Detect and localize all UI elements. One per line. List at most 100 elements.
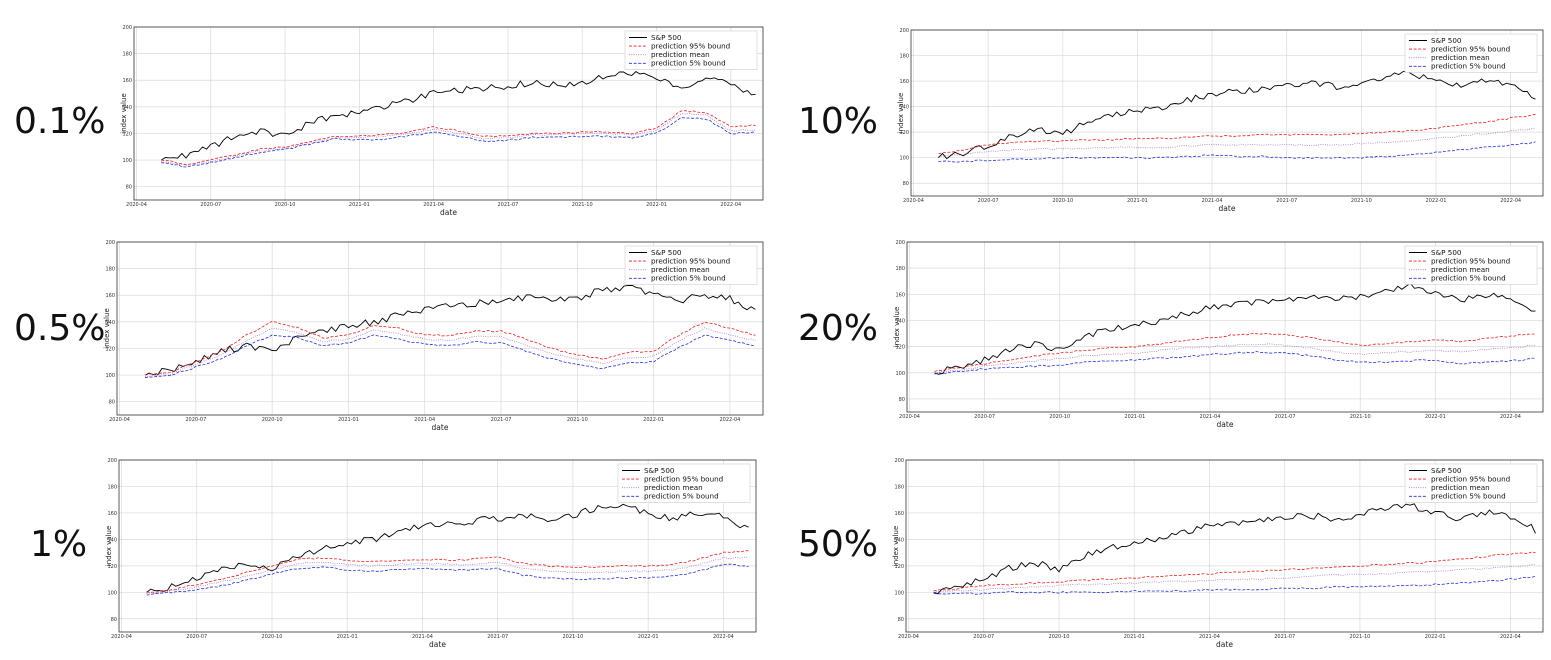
y-tick-label: 200 [895, 240, 905, 246]
y-tick-label: 80 [898, 617, 904, 623]
y-tick-label: 200 [899, 28, 909, 34]
x-tick-label: 2021-10 [572, 202, 593, 208]
x-tick-label: 2021-10 [567, 417, 588, 423]
x-tick-label: 2020-10 [262, 417, 283, 423]
legend-box [624, 30, 758, 70]
x-tick-label: 2020-07 [974, 414, 995, 420]
legend-label: prediction 5% bound [1431, 274, 1506, 283]
y-tick-label: 160 [899, 79, 909, 85]
x-axis-label: date [432, 423, 449, 432]
series-line [146, 503, 749, 593]
x-tick-label: 2022-04 [713, 634, 734, 640]
y-tick-label: 200 [107, 458, 117, 464]
y-tick-label: 180 [122, 52, 132, 58]
legend-label: prediction 95% bound [651, 42, 730, 51]
y-tick-label: 160 [895, 292, 905, 298]
x-tick-label: 2020-04 [898, 634, 919, 640]
x-tick-label: 2020-04 [126, 202, 147, 208]
panel-label: 1% [30, 524, 88, 565]
legend-label: prediction mean [644, 483, 703, 492]
series-line [938, 113, 1536, 155]
x-tick-label: 2021-07 [1275, 414, 1296, 420]
series-line [934, 343, 1536, 374]
y-tick-label: 160 [105, 293, 115, 299]
y-axis-label: index value [105, 526, 113, 567]
y-tick-label: 140 [122, 105, 132, 111]
x-tick-label: 2022-01 [1425, 414, 1446, 420]
x-tick-label: 2020-07 [973, 634, 994, 640]
x-axis-label: date [440, 208, 457, 217]
legend-label: prediction 5% bound [1431, 492, 1506, 501]
plot-frame [116, 241, 764, 416]
x-tick-label: 2020-10 [1052, 198, 1073, 204]
x-tick-label: 2021-07 [1276, 198, 1297, 204]
x-tick-label: 2022-01 [1426, 198, 1447, 204]
y-tick-label: 80 [903, 181, 909, 187]
x-tick-label: 2021-01 [337, 634, 358, 640]
y-axis-label: index value [103, 308, 111, 349]
x-tick-label: 2021-01 [349, 202, 370, 208]
x-tick-label: 2022-04 [720, 202, 741, 208]
chart-3: 80 100 120 140 160 180 200 2020-04 2020-07 2020-1… [893, 240, 1544, 429]
series-line [146, 556, 749, 594]
x-tick-label: 2022-04 [1500, 634, 1521, 640]
y-tick-label: 120 [899, 130, 909, 136]
legend-label: prediction mean [651, 265, 710, 274]
x-tick-label: 2022-04 [1500, 198, 1521, 204]
y-tick-label: 120 [894, 564, 904, 570]
panel-label: 20% [798, 308, 879, 349]
series-line [933, 575, 1536, 595]
x-tick-label: 2021-01 [1124, 634, 1145, 640]
y-tick-label: 120 [107, 564, 117, 570]
x-tick-label: 2021-07 [1274, 634, 1295, 640]
x-tick-label: 2021-01 [1127, 198, 1148, 204]
series-line [938, 70, 1536, 160]
x-tick-label: 2021-01 [338, 417, 359, 423]
x-tick-label: 2020-07 [186, 634, 207, 640]
x-tick-label: 2022-01 [638, 634, 659, 640]
panel-label: 0.5% [14, 308, 106, 349]
series-line [144, 334, 756, 379]
x-tick-label: 2021-04 [1200, 414, 1221, 420]
y-tick-label: 140 [895, 318, 905, 324]
x-tick-label: 2021-07 [491, 417, 512, 423]
series-line [161, 110, 756, 166]
x-tick-label: 2020-10 [1049, 414, 1070, 420]
x-tick-label: 2021-07 [497, 202, 518, 208]
x-tick-label: 2022-01 [1425, 634, 1446, 640]
legend-label: prediction mean [1431, 483, 1490, 492]
x-tick-label: 2022-04 [1500, 414, 1521, 420]
series-line [933, 551, 1536, 592]
y-tick-label: 180 [105, 267, 115, 273]
series-line [144, 320, 756, 376]
y-tick-label: 180 [895, 266, 905, 272]
y-tick-label: 180 [899, 54, 909, 60]
x-tick-label: 2020-04 [899, 414, 920, 420]
y-tick-label: 160 [122, 78, 132, 84]
x-axis-label: date [429, 640, 446, 649]
legend-label: prediction 95% bound [644, 475, 723, 484]
series-line [934, 282, 1536, 375]
x-tick-label: 2021-01 [1124, 414, 1145, 420]
y-tick-label: 100 [105, 373, 115, 379]
legend-label: prediction 5% bound [644, 492, 719, 501]
legend-label: prediction mean [1431, 53, 1490, 62]
y-tick-label: 120 [105, 346, 115, 352]
series-line [934, 333, 1536, 372]
y-tick-label: 180 [894, 484, 904, 490]
y-tick-label: 80 [899, 397, 905, 403]
series-line [934, 350, 1536, 375]
y-tick-label: 140 [899, 105, 909, 111]
series-line [160, 71, 756, 161]
series-line [938, 141, 1536, 163]
panel-label: 10% [798, 101, 879, 142]
y-tick-label: 120 [122, 131, 132, 137]
panel-label: 50% [798, 524, 879, 565]
y-tick-label: 200 [894, 458, 904, 464]
chart-2: 80 100 120 140 160 180 200 2020-04 2020-07 2020-1… [103, 240, 764, 432]
y-tick-label: 100 [895, 371, 905, 377]
x-tick-label: 2020-07 [185, 417, 206, 423]
series-line [933, 564, 1536, 593]
y-tick-label: 100 [107, 590, 117, 596]
x-tick-label: 2021-10 [1349, 634, 1370, 640]
